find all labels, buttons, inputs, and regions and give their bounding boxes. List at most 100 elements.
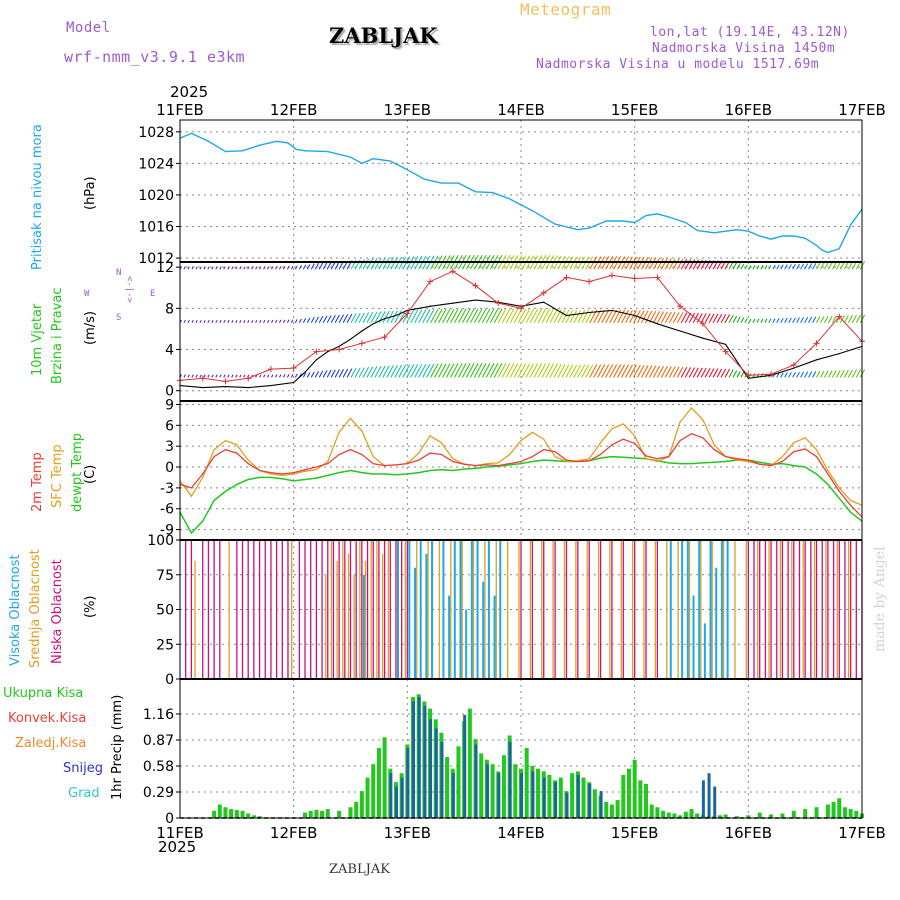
temp2m-line-point bbox=[656, 458, 659, 460]
wind-barb bbox=[493, 363, 503, 378]
wind-barb bbox=[545, 363, 555, 378]
wind-barb bbox=[732, 370, 738, 378]
wind-barb bbox=[728, 369, 734, 378]
wind-barb bbox=[724, 368, 731, 378]
wind-barb bbox=[223, 319, 226, 324]
wind-unit: (m/s) bbox=[83, 311, 98, 345]
sfc-temp-line-point bbox=[645, 458, 647, 460]
pressure-line-point bbox=[224, 150, 227, 153]
pressure-line-point bbox=[207, 140, 210, 142]
wind-barb bbox=[334, 314, 340, 324]
dewpt-line-point bbox=[349, 469, 352, 472]
wind-barb bbox=[545, 308, 555, 324]
wind-barb bbox=[660, 258, 668, 270]
wind-gust-marker bbox=[836, 313, 843, 320]
wind-barb bbox=[656, 311, 664, 324]
wind-barb bbox=[239, 266, 242, 270]
y-tick-label: 12 bbox=[156, 260, 174, 276]
pressure-line-point bbox=[423, 178, 425, 180]
wind-barb bbox=[668, 366, 676, 378]
total-precip-bar bbox=[251, 815, 256, 818]
dewpt-line-point bbox=[770, 463, 772, 465]
temp2m-line-point bbox=[770, 465, 772, 467]
x-tick-label-bottom: 11FEB bbox=[156, 824, 203, 842]
sfc-temp-line-point bbox=[690, 407, 693, 409]
sfc-temp-line-point bbox=[656, 460, 659, 463]
dewpt-line-point bbox=[531, 460, 533, 463]
total-precip-bar bbox=[604, 801, 609, 818]
precip-unit: 1hr Precip (mm) bbox=[110, 694, 125, 800]
sfc-temp-line-point bbox=[565, 460, 568, 463]
pressure-line-point bbox=[287, 142, 289, 144]
pressure-line-point bbox=[815, 244, 818, 247]
wind-barb bbox=[215, 374, 218, 378]
wind-barb bbox=[294, 319, 298, 324]
pressure-line-point bbox=[474, 191, 477, 193]
y-tick-label: 0.29 bbox=[143, 785, 174, 801]
wind-barb bbox=[748, 318, 752, 324]
wind-barb bbox=[235, 319, 238, 324]
dewpt-line-point bbox=[327, 474, 329, 476]
total-precip-bar bbox=[638, 780, 643, 818]
dewpt-line-point bbox=[474, 467, 477, 470]
wind-barb bbox=[696, 313, 703, 324]
sfc-temp-line-point bbox=[224, 440, 227, 442]
pressure-line-point bbox=[759, 235, 761, 237]
sfc-temp-line-point bbox=[315, 469, 317, 471]
y-tick-label: 6 bbox=[165, 418, 174, 434]
wind-barb bbox=[688, 367, 696, 378]
total-precip-bar bbox=[831, 801, 836, 818]
wind-barb bbox=[430, 308, 439, 324]
dewpt-line-point bbox=[224, 490, 227, 492]
wind-barb bbox=[684, 259, 692, 270]
sfc-temp-line-point bbox=[781, 456, 784, 458]
temp2m-line-point bbox=[258, 469, 261, 472]
y-tick-label: 3 bbox=[165, 439, 174, 455]
wind-barb bbox=[692, 367, 699, 378]
bottom-year-label: 2025 bbox=[158, 838, 197, 856]
wind-barb bbox=[481, 363, 491, 378]
wind-barb bbox=[625, 364, 633, 378]
sfc-temp-legend: SFC Temp bbox=[50, 444, 65, 508]
total-precip-legend: Ukupna Kisa bbox=[3, 686, 84, 701]
dewpt-line-point bbox=[338, 471, 340, 474]
total-precip-bar bbox=[780, 813, 785, 818]
temp2m-line-point bbox=[315, 466, 317, 468]
wind-barb bbox=[768, 264, 772, 270]
sfc-temp-line-point bbox=[747, 460, 749, 463]
wind-barb bbox=[271, 374, 274, 378]
total-precip-bar bbox=[581, 777, 586, 818]
wind-barb bbox=[231, 266, 234, 270]
wind-barb bbox=[704, 313, 711, 324]
wind-barb bbox=[255, 319, 258, 324]
temp2m-line-point bbox=[327, 462, 329, 465]
wind-gust-marker bbox=[472, 282, 479, 289]
wind-gust-marker bbox=[245, 375, 252, 382]
wind-speed-line-point bbox=[725, 343, 727, 345]
temp2m-line-point bbox=[452, 460, 454, 463]
wind-barb bbox=[219, 266, 222, 270]
wind-barb bbox=[263, 319, 266, 324]
wind-barb bbox=[338, 369, 345, 378]
wind-barb bbox=[314, 371, 320, 378]
wind-barb bbox=[831, 315, 837, 324]
wind-barb bbox=[330, 369, 336, 378]
dewpt-line-point bbox=[827, 483, 829, 485]
wind-barb bbox=[784, 264, 788, 270]
pressure-line-point bbox=[804, 237, 806, 239]
wind-speed-line-point bbox=[202, 387, 204, 389]
wind-barb bbox=[465, 308, 475, 324]
wind-barb bbox=[796, 371, 800, 378]
total-precip-bar bbox=[570, 773, 575, 818]
pressure-line-point bbox=[656, 213, 659, 215]
wind-barb bbox=[648, 257, 657, 270]
wind-gust-marker bbox=[745, 372, 752, 379]
sfc-temp-line-point bbox=[190, 495, 192, 497]
wind-barb bbox=[724, 314, 731, 324]
wind-barb bbox=[402, 364, 411, 378]
temp-unit: (C) bbox=[83, 464, 98, 484]
wind-barb bbox=[633, 364, 641, 378]
wind-barb bbox=[784, 317, 788, 324]
wind-barb bbox=[271, 266, 274, 270]
snow-precip-bar bbox=[389, 773, 393, 818]
